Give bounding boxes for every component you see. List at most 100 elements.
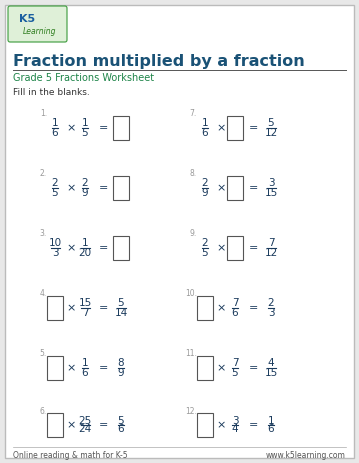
Text: 2: 2 [202, 238, 208, 249]
Text: 24: 24 [78, 425, 92, 434]
Text: 2: 2 [268, 299, 274, 308]
Text: 1.: 1. [40, 110, 47, 119]
Bar [47, 296, 63, 320]
Text: 9: 9 [202, 188, 208, 198]
Text: =: = [98, 303, 108, 313]
Text: 3.: 3. [40, 230, 47, 238]
Text: ×: × [66, 183, 76, 193]
Text: 1: 1 [82, 238, 88, 249]
Text: =: = [248, 420, 258, 430]
FancyBboxPatch shape [8, 6, 67, 42]
Text: =: = [248, 363, 258, 373]
Bar [47, 356, 63, 380]
Text: =: = [98, 420, 108, 430]
Text: 6: 6 [82, 368, 88, 377]
Text: Learning: Learning [23, 26, 57, 36]
Text: 5: 5 [82, 127, 88, 138]
Text: ×: × [216, 303, 226, 313]
Text: K5: K5 [19, 14, 35, 24]
Text: 10.: 10. [185, 289, 197, 299]
Text: 9: 9 [118, 368, 124, 377]
Text: 6: 6 [118, 425, 124, 434]
Text: 3: 3 [52, 248, 58, 257]
Text: 1: 1 [52, 119, 58, 129]
Text: 3: 3 [268, 179, 274, 188]
Text: Fraction multiplied by a fraction: Fraction multiplied by a fraction [13, 54, 305, 69]
Text: Grade 5 Fractions Worksheet: Grade 5 Fractions Worksheet [13, 73, 154, 83]
Text: 15: 15 [78, 299, 92, 308]
Text: 1: 1 [202, 119, 208, 129]
Text: 1: 1 [268, 415, 274, 425]
Text: ×: × [66, 303, 76, 313]
Bar [197, 296, 213, 320]
Text: ×: × [66, 420, 76, 430]
Text: 15: 15 [264, 368, 278, 377]
Text: 2: 2 [52, 179, 58, 188]
Text: =: = [248, 183, 258, 193]
Text: 12: 12 [264, 127, 278, 138]
Text: 5: 5 [52, 188, 58, 198]
Text: ×: × [216, 243, 226, 253]
Text: ×: × [216, 123, 226, 133]
Text: 9.: 9. [190, 230, 197, 238]
Text: =: = [98, 243, 108, 253]
Bar [227, 116, 243, 140]
Bar [227, 176, 243, 200]
Text: 6: 6 [268, 425, 274, 434]
Text: 7: 7 [232, 299, 238, 308]
Text: 8.: 8. [190, 169, 197, 179]
Text: 2: 2 [82, 179, 88, 188]
Text: ×: × [66, 243, 76, 253]
Text: Online reading & math for K-5: Online reading & math for K-5 [13, 450, 128, 459]
Text: 7: 7 [82, 307, 88, 318]
Bar [113, 116, 129, 140]
Text: 5: 5 [202, 248, 208, 257]
Text: 5.: 5. [40, 350, 47, 358]
Text: =: = [98, 363, 108, 373]
Text: 4: 4 [232, 425, 238, 434]
Bar [47, 413, 63, 437]
Text: ×: × [66, 123, 76, 133]
Text: =: = [248, 243, 258, 253]
Text: 10: 10 [48, 238, 61, 249]
Text: =: = [98, 183, 108, 193]
Text: =: = [248, 123, 258, 133]
Text: =: = [98, 123, 108, 133]
Text: 7.: 7. [190, 110, 197, 119]
Text: Fill in the blanks.: Fill in the blanks. [13, 88, 90, 97]
Text: ×: × [216, 420, 226, 430]
Text: 2.: 2. [40, 169, 47, 179]
Text: 6: 6 [52, 127, 58, 138]
Bar [227, 236, 243, 260]
Text: 8: 8 [118, 358, 124, 369]
Text: 3: 3 [268, 307, 274, 318]
Bar [197, 356, 213, 380]
Text: =: = [248, 303, 258, 313]
Text: 11.: 11. [185, 350, 197, 358]
Text: 5: 5 [268, 119, 274, 129]
Text: 14: 14 [115, 307, 128, 318]
Text: 6: 6 [202, 127, 208, 138]
Text: www.k5learning.com: www.k5learning.com [266, 450, 346, 459]
Bar [113, 236, 129, 260]
Text: 7: 7 [232, 358, 238, 369]
Text: 4: 4 [268, 358, 274, 369]
Text: 1: 1 [82, 358, 88, 369]
Text: 4.: 4. [40, 289, 47, 299]
Text: ×: × [216, 183, 226, 193]
Text: 5: 5 [118, 415, 124, 425]
Text: 25: 25 [78, 415, 92, 425]
Text: 2: 2 [202, 179, 208, 188]
Bar [113, 176, 129, 200]
Text: 12.: 12. [185, 407, 197, 415]
Text: ×: × [66, 363, 76, 373]
Text: 5: 5 [232, 368, 238, 377]
Text: 12: 12 [264, 248, 278, 257]
Text: 6.: 6. [40, 407, 47, 415]
Text: 7: 7 [268, 238, 274, 249]
Text: 1: 1 [82, 119, 88, 129]
Text: 6: 6 [232, 307, 238, 318]
Text: 20: 20 [78, 248, 92, 257]
Text: 5: 5 [118, 299, 124, 308]
Bar [197, 413, 213, 437]
